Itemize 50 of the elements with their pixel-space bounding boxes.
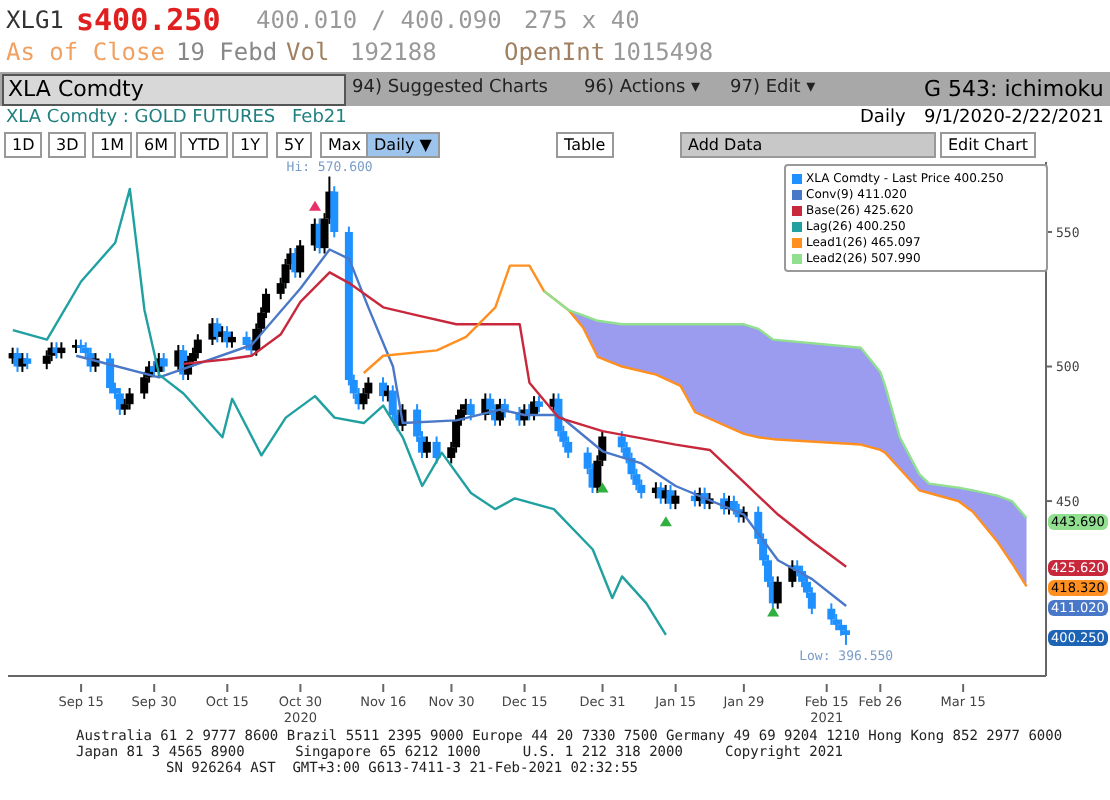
text: Table: [556, 132, 614, 158]
text: 400.010 / 400.090: [256, 6, 502, 34]
candlestick: [125, 387, 134, 411]
candlestick: [106, 352, 115, 395]
candlestick: [827, 602, 836, 626]
text: Daily ▼: [366, 132, 440, 158]
text: OpenInt: [504, 38, 606, 66]
text: 6M: [136, 132, 176, 158]
text: YTD: [180, 132, 228, 158]
text: 19 Febd: [176, 38, 278, 66]
text: XLG1: [6, 6, 64, 34]
candlestick: [330, 185, 339, 239]
candlestick: [422, 435, 431, 460]
candlestick: [42, 349, 51, 371]
candlestick: [671, 489, 680, 511]
text: 3D: [48, 132, 87, 158]
text: XLA Comdty: [8, 76, 144, 102]
text: 1D: [4, 132, 43, 158]
text: 97) Edit ▾: [730, 78, 816, 98]
line-series: [11, 187, 668, 637]
text: Add Data: [680, 132, 936, 158]
candlestick: [296, 239, 305, 279]
text: Feb21: [292, 108, 347, 128]
text: 9/1/2020-2/22/2021: [924, 108, 1104, 128]
text: Edit Chart: [940, 132, 1037, 158]
point: [309, 200, 322, 211]
text: s400.250: [76, 2, 221, 38]
candlestick: [159, 352, 168, 373]
candlestick: [841, 623, 850, 646]
text: 96) Actions ▾: [584, 78, 701, 98]
point: [659, 516, 672, 527]
text: 275 x 40: [524, 6, 640, 34]
point: [767, 606, 780, 617]
text: As of Close: [6, 38, 165, 66]
text: 1Y: [232, 132, 268, 158]
text: 192188: [350, 38, 437, 66]
candlestick: [432, 435, 441, 465]
line-series: [542, 289, 1028, 520]
candlestick: [193, 333, 202, 360]
text: G 543: ichimoku: [924, 76, 1104, 102]
text: Max: [320, 132, 370, 158]
text: XLA Comdty : GOLD FUTURES: [6, 108, 276, 128]
point: [596, 482, 609, 493]
text: Vol: [286, 38, 330, 66]
text: 1015498: [612, 38, 714, 66]
text: Daily: [860, 108, 906, 128]
text: 5Y: [276, 132, 312, 158]
text: 94) Suggested Charts: [352, 78, 548, 98]
line-series: [362, 264, 1028, 588]
text: 1M: [92, 132, 132, 158]
